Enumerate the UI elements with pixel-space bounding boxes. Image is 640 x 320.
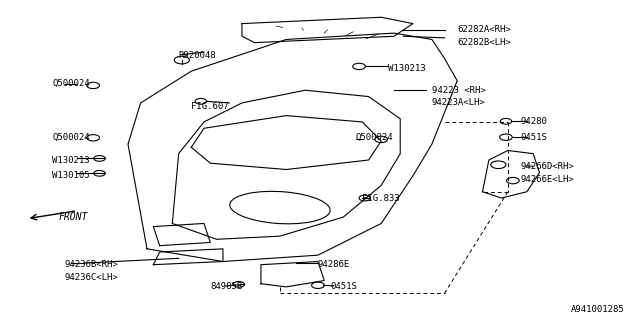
Text: 94266E<LH>: 94266E<LH> <box>520 174 574 184</box>
Text: A941001285: A941001285 <box>571 305 625 314</box>
Text: 94280: 94280 <box>520 117 547 126</box>
Text: FIG.833: FIG.833 <box>362 194 400 203</box>
Text: W130213: W130213 <box>388 63 425 73</box>
Text: 94266D<RH>: 94266D<RH> <box>520 162 574 171</box>
Text: 0451S: 0451S <box>520 133 547 142</box>
Text: Q500024: Q500024 <box>52 133 90 142</box>
Text: 0451S: 0451S <box>331 282 358 292</box>
Text: 94286E: 94286E <box>318 260 350 269</box>
Text: W130213: W130213 <box>52 156 90 164</box>
Text: 62282B<LH>: 62282B<LH> <box>457 38 511 47</box>
Text: 94236C<LH>: 94236C<LH> <box>65 273 118 282</box>
Text: FIG.607: FIG.607 <box>191 101 229 111</box>
Text: 94223A<LH>: 94223A<LH> <box>432 99 486 108</box>
Text: W130105: W130105 <box>52 172 90 180</box>
Text: Q500024: Q500024 <box>52 79 90 88</box>
Text: FRONT: FRONT <box>58 212 88 222</box>
Text: 62282A<RH>: 62282A<RH> <box>457 25 511 35</box>
Text: 94223 <RH>: 94223 <RH> <box>432 86 486 95</box>
Text: 94236B<RH>: 94236B<RH> <box>65 260 118 269</box>
Text: Q500024: Q500024 <box>356 133 394 142</box>
Text: 84985B: 84985B <box>211 282 243 292</box>
Text: R920048: R920048 <box>179 51 216 60</box>
